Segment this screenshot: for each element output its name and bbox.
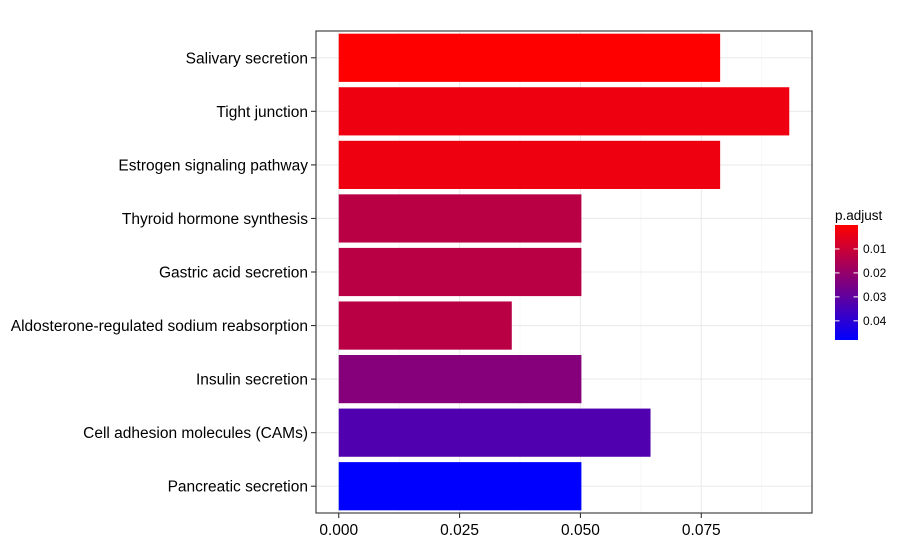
bar [338, 301, 512, 350]
bar [338, 462, 582, 511]
x-tick-label: 0.075 [682, 522, 721, 539]
y-tick-label: Gastric acid secretion [159, 265, 308, 282]
bar [338, 140, 721, 189]
legend-tick-label: 0.04 [863, 314, 887, 328]
y-tick-label: Cell adhesion molecules (CAMs) [83, 425, 308, 442]
x-tick-label: 0.025 [440, 522, 479, 539]
y-tick-label: Salivary secretion [186, 50, 308, 67]
plot-area [315, 30, 813, 514]
y-tick-label: Pancreatic secretion [168, 479, 308, 496]
legend-tick-label: 0.02 [863, 266, 887, 280]
y-tick-label: Estrogen signaling pathway [118, 157, 308, 174]
legend: p.adjust 0.01 0.02 0.03 0.04 [835, 208, 887, 340]
y-tick-label: Tight junction [216, 104, 308, 121]
legend-tick-label: 0.03 [863, 290, 887, 304]
bar [338, 247, 582, 297]
legend-colorbar [835, 225, 858, 340]
bar [338, 194, 582, 243]
bar [338, 355, 582, 404]
x-tick-label: 0.050 [561, 522, 600, 539]
y-axis: Salivary secretion Tight junction Estrogen… [11, 50, 316, 496]
y-tick-label: Aldosterone-regulated sodium reabsorptio… [11, 318, 308, 335]
x-tick-label: 0.000 [319, 522, 358, 539]
x-axis: 0.000 0.025 0.050 0.075 [319, 513, 721, 539]
y-tick-label: Thyroid hormone synthesis [122, 211, 308, 228]
legend-title: p.adjust [835, 208, 883, 223]
bar [338, 33, 721, 82]
bar [338, 408, 651, 457]
bar [338, 87, 790, 136]
y-tick-label: Insulin secretion [196, 372, 308, 389]
legend-tick-label: 0.01 [863, 242, 887, 256]
